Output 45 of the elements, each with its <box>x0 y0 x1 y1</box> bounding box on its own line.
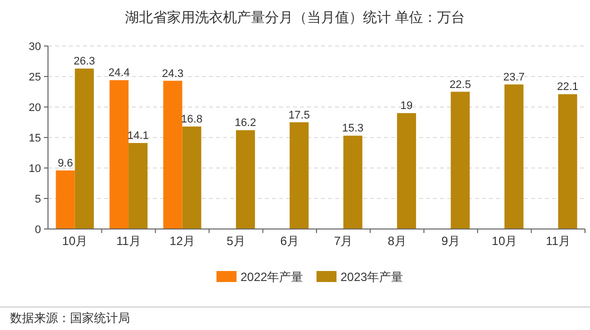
bar <box>128 142 148 229</box>
bar <box>450 92 470 229</box>
x-tick-label: 11月 <box>116 234 141 248</box>
y-tick-label: 20 <box>28 102 41 114</box>
x-tick-label: 11月 <box>546 234 570 248</box>
bar <box>397 113 416 229</box>
x-tick-label: 7月 <box>334 234 353 248</box>
data-label: 16.2 <box>234 117 256 130</box>
bar <box>74 68 94 229</box>
data-label: 26.3 <box>74 56 96 68</box>
x-tick-label: 8月 <box>388 234 406 248</box>
bar <box>504 84 524 229</box>
source-note: 数据来源：国家统计局 <box>10 311 130 325</box>
data-label: 22.5 <box>450 78 471 91</box>
legend-label: 2022年产量 <box>240 270 304 284</box>
legend-label: 2023年产量 <box>340 270 404 284</box>
x-tick-label: 10月 <box>62 234 88 248</box>
y-tick-label: 30 <box>28 41 41 53</box>
data-label: 17.5 <box>288 109 310 122</box>
bar <box>343 136 362 229</box>
bar <box>236 130 255 229</box>
data-label: 22.1 <box>556 81 578 94</box>
bar <box>290 122 309 229</box>
bar <box>110 80 129 229</box>
y-tick-label: 15 <box>28 132 41 144</box>
y-tick-label: 10 <box>28 163 41 175</box>
bar <box>56 170 75 229</box>
data-label: 19 <box>400 100 413 112</box>
x-tick-label: 6月 <box>280 234 299 248</box>
data-label: 23.7 <box>503 71 525 84</box>
x-tick-label: 5月 <box>226 234 246 248</box>
chart-title: 湖北省家用洗衣机产量分月（当月值）统计 单位：万台 <box>125 9 465 25</box>
data-label: 24.3 <box>162 68 184 80</box>
bar <box>182 126 202 229</box>
x-tick-label: 10月 <box>492 234 518 248</box>
x-tick-label: 9月 <box>441 234 460 248</box>
y-tick-label: 5 <box>34 194 41 206</box>
x-tick-label: 12月 <box>170 234 195 248</box>
data-label: 15.3 <box>342 122 364 135</box>
bar <box>163 80 182 229</box>
y-tick-label: 25 <box>28 72 41 84</box>
data-label: 24.4 <box>108 67 130 80</box>
data-label: 9.6 <box>58 157 73 170</box>
y-tick-label: 0 <box>34 224 41 236</box>
bar <box>558 94 578 229</box>
